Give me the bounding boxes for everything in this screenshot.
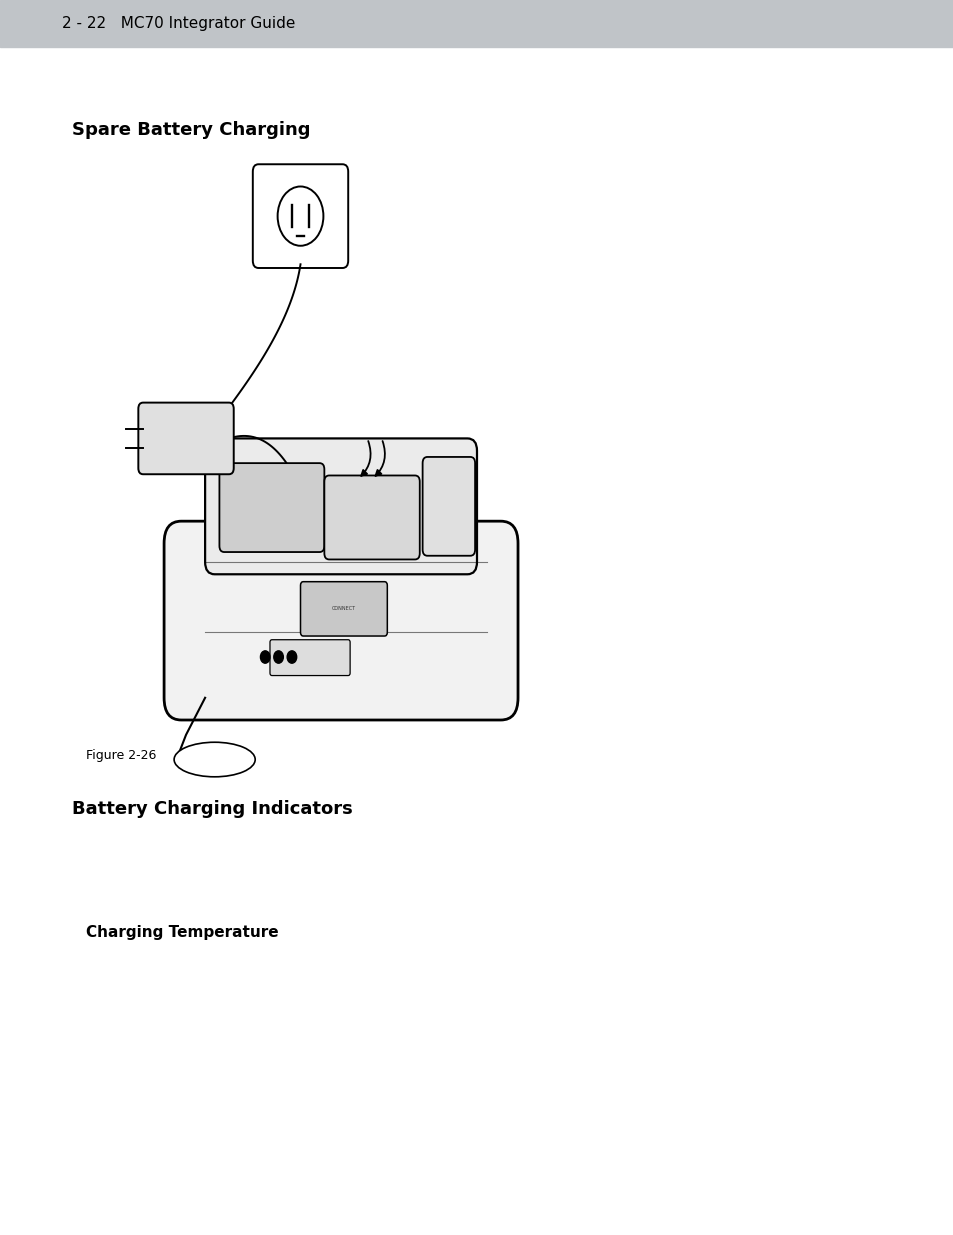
- Ellipse shape: [173, 742, 254, 777]
- FancyBboxPatch shape: [253, 164, 348, 268]
- Circle shape: [277, 186, 323, 246]
- Text: 2 - 22   MC70 Integrator Guide: 2 - 22 MC70 Integrator Guide: [62, 16, 295, 31]
- FancyBboxPatch shape: [205, 438, 476, 574]
- Text: Figure 2-26: Figure 2-26: [86, 750, 156, 762]
- Circle shape: [287, 651, 296, 663]
- FancyBboxPatch shape: [270, 640, 350, 676]
- Text: Spare Battery Charging: Spare Battery Charging: [71, 121, 310, 138]
- FancyBboxPatch shape: [422, 457, 475, 556]
- Text: Charging Temperature: Charging Temperature: [86, 925, 278, 940]
- Text: CONNECT: CONNECT: [331, 606, 355, 611]
- Bar: [0, 0, 953, 47]
- FancyBboxPatch shape: [324, 475, 419, 559]
- FancyBboxPatch shape: [300, 582, 387, 636]
- Circle shape: [274, 651, 283, 663]
- FancyBboxPatch shape: [138, 403, 233, 474]
- FancyBboxPatch shape: [219, 463, 324, 552]
- Text: Battery Charging Indicators: Battery Charging Indicators: [71, 800, 352, 818]
- FancyBboxPatch shape: [164, 521, 517, 720]
- Circle shape: [260, 651, 270, 663]
